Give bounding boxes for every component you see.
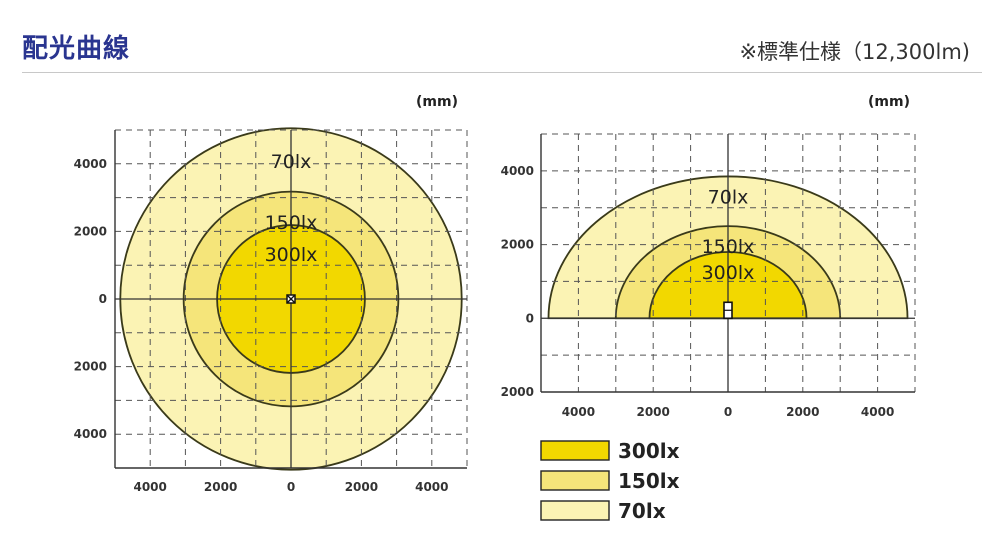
x-tick-label: 2000 — [636, 405, 669, 419]
y-tick-label: 2000 — [501, 238, 534, 252]
y-tick-label: 2000 — [74, 224, 107, 238]
header-divider — [22, 72, 982, 73]
x-tick-label: 4000 — [861, 405, 894, 419]
y-tick-label: 2000 — [501, 385, 534, 399]
unit-label: (mm) — [868, 94, 910, 110]
legend-swatch-150lx — [540, 470, 610, 491]
x-tick-label: 4000 — [415, 480, 448, 494]
y-tick-label: 4000 — [74, 427, 107, 441]
y-tick-label: 4000 — [501, 164, 534, 178]
x-tick-label: 4000 — [133, 480, 166, 494]
x-tick-label: 2000 — [345, 480, 378, 494]
legend-label-70lx: 70lx — [618, 499, 666, 523]
y-tick-label: 0 — [526, 311, 534, 325]
luminaire-marker-cross — [286, 294, 296, 304]
legend-swatch-70lx — [540, 500, 610, 521]
iso-label-70lx: 70lx — [708, 186, 749, 208]
iso-label-150lx: 150lx — [265, 212, 318, 234]
legend: 300lx 150lx 70lx — [540, 439, 680, 523]
iso-label-300lx: 300lx — [265, 244, 318, 266]
legend-label-150lx: 150lx — [618, 469, 680, 493]
iso-label-150lx: 150lx — [702, 236, 755, 258]
page-title: 配光曲線 — [22, 34, 131, 64]
legend-swatch-300lx — [540, 440, 610, 461]
spec-note: ※標準仕様（12,300lm) — [739, 40, 970, 64]
chart-plan: 70lx 150lx 300lx 4000 2000 0 2000 4000 4000 2000 0… — [74, 94, 468, 494]
y-tick-label: 4000 — [74, 157, 107, 171]
legend-label-300lx: 300lx — [618, 439, 680, 463]
y-tick-label: 2000 — [74, 360, 107, 374]
x-tick-label: 0 — [287, 480, 295, 494]
x-tick-label: 4000 — [562, 405, 595, 419]
x-tick-label: 0 — [724, 405, 732, 419]
x-tick-label: 2000 — [786, 405, 819, 419]
iso-label-300lx: 300lx — [702, 262, 755, 284]
y-tick-label: 0 — [99, 292, 107, 306]
x-tick-label: 2000 — [204, 480, 237, 494]
chart-elevation: 70lx 150lx 300lx 4000 2000 0 2000 4000 4000 2000 0… — [501, 94, 916, 419]
iso-label-70lx: 70lx — [271, 151, 312, 173]
unit-label: (mm) — [416, 94, 458, 110]
